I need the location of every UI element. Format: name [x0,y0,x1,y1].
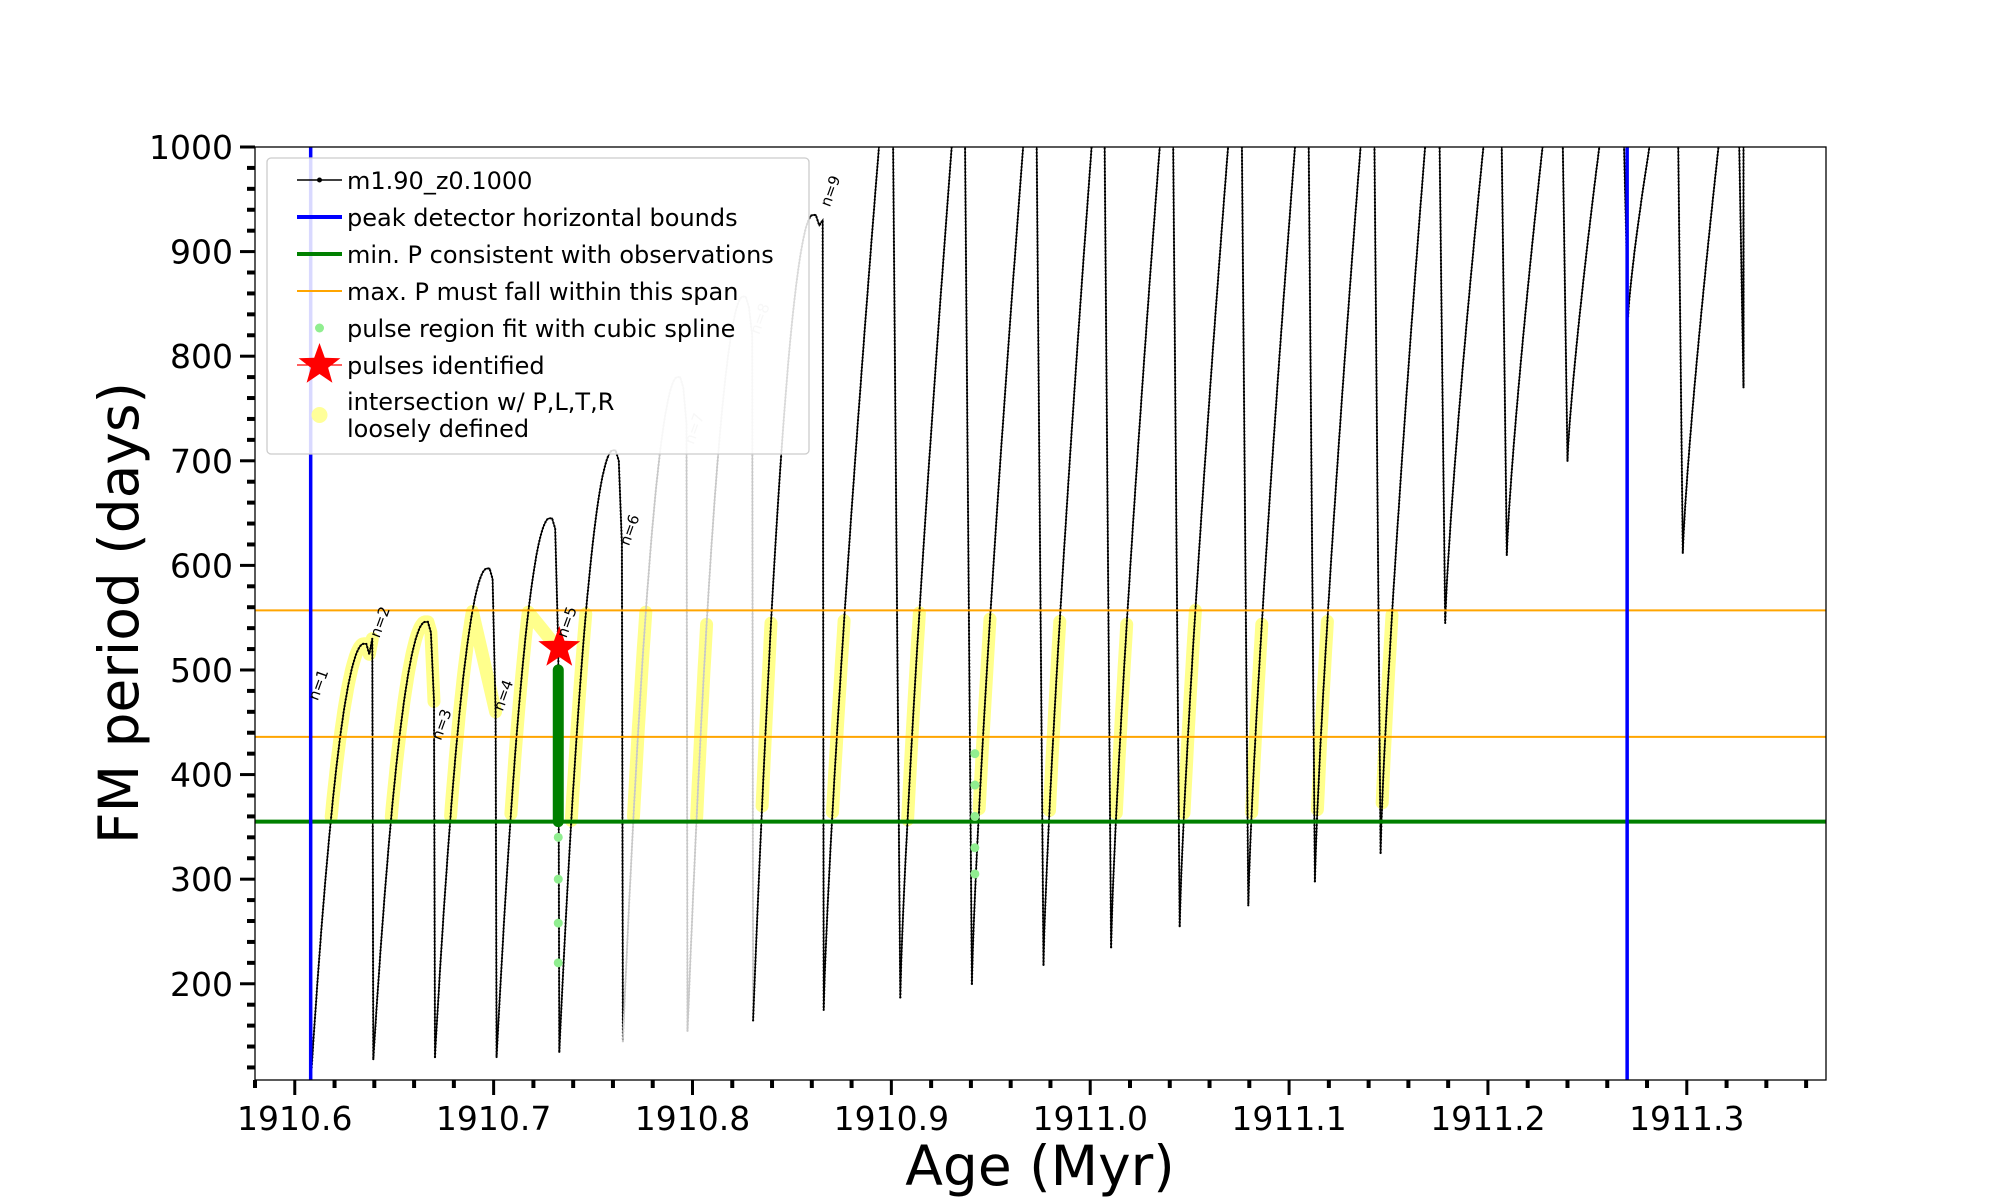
legend-swatch-dot-5 [315,323,324,333]
model-line-pulse-10 [899,147,973,998]
model-line-pulse-19 [1506,147,1569,555]
pulse-number-label-9: n=9 [817,173,845,209]
y-tick-label-6: 700 [170,442,233,481]
y-tick-label-4: 500 [170,651,233,690]
model-line-pulse-4 [495,517,560,1058]
y-tick-label-9: 1000 [149,128,233,167]
intersection-band-1 [324,632,379,824]
model-curve-pulse-19 [1505,147,1569,556]
legend-label-1: m1.90_z0.1000 [347,167,532,195]
intersection-band-3 [444,605,503,823]
y-tick-label-8: 900 [170,233,233,272]
model-curve-pulse-21 [1627,147,1684,554]
spline-point-9 [970,749,980,759]
model-line-pulse-16 [1314,147,1382,882]
model-line-pulse-9 [823,147,901,1010]
model-line-pulse-11 [971,147,1045,984]
axes-layer: 200 300 400 500 600 700 800 900 1000 1910.6 1910.7… [149,128,1827,1138]
model-line-pulse-5 [558,449,624,1052]
legend-swatch-star [298,343,341,383]
y-tick-label-3: 400 [170,756,233,795]
model-line-pulse-13 [1110,147,1181,948]
model-line-pulse-22 [1682,147,1745,553]
plot-frame [254,146,1827,1081]
legend-swatch-dot-7 [311,407,328,423]
model-line-pulse-2 [372,621,436,1060]
legend-label-3: min. P consistent with observations [347,241,774,269]
y-tick-label-2: 300 [170,860,233,899]
model-line-pulse-21 [1627,147,1684,553]
pulse-number-label-1: n=1 [304,667,332,703]
x-tick-label-3: 1910.8 [635,1099,750,1138]
legend-swatch-model-marker [317,177,322,183]
model-line-pulse-12 [1042,147,1112,965]
model-line-pulse-18 [1444,147,1508,623]
model-curve-pulse-20 [1566,147,1630,462]
model-curve-pulse-18 [1444,147,1508,624]
spline-point-7 [970,811,980,821]
spline-point-3 [553,874,563,884]
model-line-pulse-20 [1566,147,1629,461]
model-line-pulse-15 [1247,147,1316,906]
model-line-pulse-6 [622,376,689,1042]
model-curve-pulse-9 [822,147,902,1011]
x-tick-label-7: 1911.2 [1430,1099,1545,1138]
spline-point-2 [553,918,563,928]
x-axis-title: Age (Myr) [905,1134,1174,1198]
model-curve-pulse-4 [495,517,561,1059]
y-axis-title: FM period (days) [87,382,151,844]
x-tick-label-5: 1911.0 [1032,1099,1147,1138]
model-curve-pulse-10 [899,147,973,999]
model-line-pulse-3 [434,567,498,1058]
model-curve-pulse-5 [558,449,624,1053]
legend-label-7: intersection w/ P,L,T,R [347,388,614,416]
legend-label-6: pulses identified [347,352,545,380]
y-tick-label-5: 600 [170,546,233,585]
x-tick-label-8: 1911.3 [1629,1099,1744,1138]
model-curve-pulse-22 [1681,147,1745,554]
x-tick-label-1: 1910.6 [237,1099,352,1138]
legend-label-5: pulse region fit with cubic spline [347,315,735,343]
x-tick-label-4: 1910.9 [834,1099,949,1138]
x-tick-label-6: 1911.1 [1231,1099,1346,1138]
y-tick-label-7: 800 [170,337,233,376]
y-tick-label-1: 200 [170,965,233,1004]
spline-point-8 [970,780,980,790]
model-line-pulse-14 [1179,147,1249,927]
legend-label-2: peak detector horizontal bounds [347,204,738,232]
model-curve-pulse-6 [621,376,689,1043]
spline-point-1 [553,958,563,968]
pulse-identified-star-1 [538,626,581,666]
legend-label-7-line2: loosely defined [347,415,529,443]
legend-box [266,157,810,455]
spline-point-6 [970,843,980,853]
legend-label-4: max. P must fall within this span [347,278,738,306]
spline-point-4 [553,832,563,842]
x-tick-label-2: 1910.7 [436,1099,551,1138]
model-line-pulse-17 [1379,147,1446,854]
spline-point-5 [970,869,980,879]
